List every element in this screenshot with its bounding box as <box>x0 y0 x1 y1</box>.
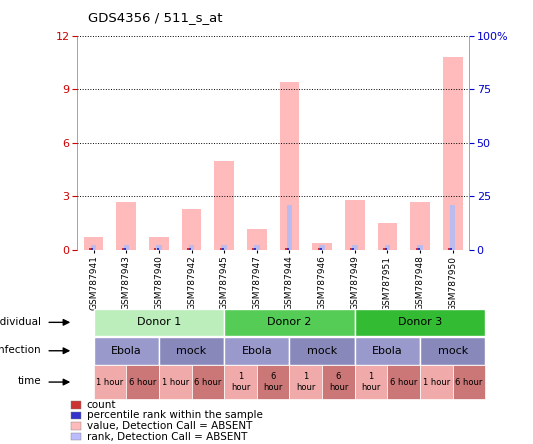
Bar <box>189 248 191 250</box>
Text: 6
hour: 6 hour <box>329 373 348 392</box>
Bar <box>320 248 322 250</box>
Text: count: count <box>87 400 116 410</box>
Bar <box>280 82 299 250</box>
Bar <box>410 202 430 250</box>
Bar <box>352 248 354 250</box>
Bar <box>285 248 287 250</box>
Text: 1
hour: 1 hour <box>361 373 381 392</box>
Bar <box>385 245 390 250</box>
Bar <box>318 248 320 250</box>
Bar <box>287 248 289 250</box>
Bar <box>155 248 156 250</box>
Text: 6
hour: 6 hour <box>263 373 283 392</box>
Bar <box>319 245 325 250</box>
Text: 6 hour: 6 hour <box>455 377 483 387</box>
Bar <box>350 248 352 250</box>
Text: rank, Detection Call = ABSENT: rank, Detection Call = ABSENT <box>87 432 247 441</box>
Bar <box>450 205 456 250</box>
Bar <box>312 243 332 250</box>
Bar <box>416 248 417 250</box>
Text: Ebola: Ebola <box>372 346 403 356</box>
Bar <box>222 248 224 250</box>
Bar <box>220 248 222 250</box>
Bar <box>124 248 126 250</box>
Bar <box>122 248 124 250</box>
Bar <box>418 248 419 250</box>
Text: GDS4356 / 511_s_at: GDS4356 / 511_s_at <box>88 11 222 24</box>
Bar <box>89 248 91 250</box>
Bar <box>116 202 136 250</box>
Text: 1
hour: 1 hour <box>231 373 250 392</box>
Text: time: time <box>18 377 41 386</box>
Bar <box>189 245 195 250</box>
Text: 6 hour: 6 hour <box>129 377 156 387</box>
Bar <box>254 245 260 250</box>
Text: mock: mock <box>307 346 337 356</box>
Text: mock: mock <box>176 346 207 356</box>
Text: 6 hour: 6 hour <box>390 377 417 387</box>
Bar <box>287 205 292 250</box>
Bar <box>71 412 80 419</box>
Bar <box>84 238 103 250</box>
Bar <box>247 229 266 250</box>
Bar <box>187 248 189 250</box>
Text: mock: mock <box>438 346 468 356</box>
Bar <box>157 248 158 250</box>
Text: individual: individual <box>0 317 41 327</box>
Text: Donor 1: Donor 1 <box>137 317 181 327</box>
Bar <box>417 245 423 250</box>
Text: 1 hour: 1 hour <box>96 377 124 387</box>
Bar <box>71 422 80 430</box>
Bar <box>377 223 397 250</box>
Text: value, Detection Call = ABSENT: value, Detection Call = ABSENT <box>87 421 252 431</box>
Bar <box>450 248 453 250</box>
Bar <box>448 248 450 250</box>
Bar <box>385 248 387 250</box>
Text: Donor 3: Donor 3 <box>398 317 442 327</box>
Bar <box>221 245 227 250</box>
Bar <box>91 248 93 250</box>
Bar <box>383 248 385 250</box>
Text: infection: infection <box>0 345 41 355</box>
Bar <box>124 245 129 250</box>
Bar <box>149 238 168 250</box>
Text: 1 hour: 1 hour <box>423 377 450 387</box>
Text: Ebola: Ebola <box>241 346 272 356</box>
Text: Ebola: Ebola <box>111 346 142 356</box>
Bar <box>71 433 80 440</box>
Bar <box>345 200 365 250</box>
Text: 1
hour: 1 hour <box>296 373 316 392</box>
Bar <box>71 401 80 408</box>
Bar <box>182 209 201 250</box>
Bar <box>214 161 234 250</box>
Text: 1 hour: 1 hour <box>161 377 189 387</box>
Bar <box>254 248 256 250</box>
Text: percentile rank within the sample: percentile rank within the sample <box>87 410 263 420</box>
Text: 6 hour: 6 hour <box>194 377 222 387</box>
Bar <box>91 245 96 250</box>
Bar <box>156 245 161 250</box>
Bar <box>443 57 463 250</box>
Text: Donor 2: Donor 2 <box>267 317 312 327</box>
Bar <box>352 245 358 250</box>
Bar <box>252 248 254 250</box>
